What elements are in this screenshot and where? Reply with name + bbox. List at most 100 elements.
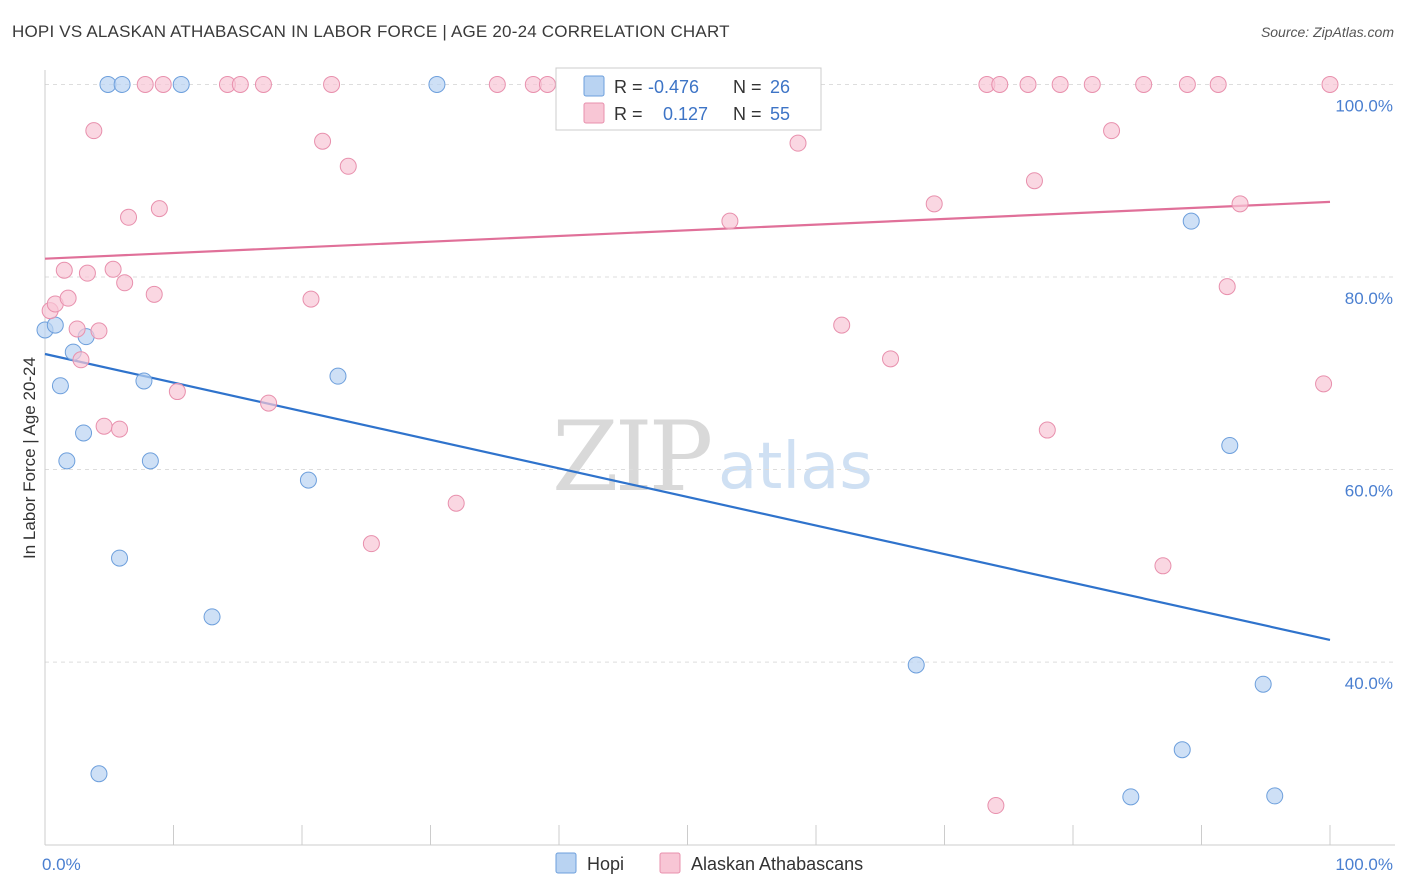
gridlines xyxy=(45,83,1395,663)
bottom-legend-label-hopi: Hopi xyxy=(587,854,624,874)
point-alaskan xyxy=(339,157,357,175)
legend-swatch-hopi xyxy=(583,75,605,97)
point-alaskan xyxy=(154,75,172,93)
point-hopi xyxy=(111,549,129,567)
point-alaskan xyxy=(1083,75,1101,93)
point-alaskan xyxy=(991,75,1009,93)
point-hopi xyxy=(141,452,159,470)
bottom-legend-label-alaskan: Alaskan Athabascans xyxy=(691,854,863,874)
point-alaskan xyxy=(1218,278,1236,296)
point-alaskan xyxy=(1209,75,1227,93)
point-alaskan xyxy=(231,75,249,93)
point-hopi xyxy=(51,377,69,395)
point-hopi xyxy=(75,424,93,442)
point-alaskan xyxy=(1231,195,1249,213)
x-tick-label: 100.0% xyxy=(1335,855,1393,874)
point-alaskan xyxy=(882,350,900,368)
data-points xyxy=(36,75,1339,815)
legend-n-label-hopi: N = xyxy=(733,77,762,97)
point-alaskan xyxy=(116,274,134,292)
point-hopi xyxy=(99,75,117,93)
point-hopi xyxy=(1182,212,1200,230)
point-hopi xyxy=(428,75,446,93)
y-tick-label: 80.0% xyxy=(1345,289,1393,308)
legend-r-value-alaskan: 0.127 xyxy=(663,104,708,124)
point-hopi xyxy=(329,367,347,385)
point-hopi xyxy=(1173,741,1191,759)
y-tick-label: 100.0% xyxy=(1335,96,1393,115)
point-alaskan xyxy=(72,351,90,369)
point-hopi xyxy=(907,656,925,674)
point-alaskan xyxy=(721,212,739,230)
legend-r-label-alaskan: R = xyxy=(614,104,643,124)
point-hopi xyxy=(1221,436,1239,454)
point-alaskan xyxy=(260,394,278,412)
point-hopi xyxy=(58,452,76,470)
point-hopi xyxy=(203,608,221,626)
point-alaskan xyxy=(538,75,556,93)
point-hopi xyxy=(90,765,108,783)
y-tick-label: 60.0% xyxy=(1345,482,1393,501)
point-alaskan xyxy=(85,122,103,140)
point-alaskan xyxy=(1019,75,1037,93)
legend-r-label-hopi: R = xyxy=(614,77,643,97)
point-alaskan xyxy=(1135,75,1153,93)
legend-n-value-hopi: 26 xyxy=(770,77,790,97)
legend-n-value-alaskan: 55 xyxy=(770,104,790,124)
point-alaskan xyxy=(90,322,108,340)
point-alaskan xyxy=(314,132,332,150)
point-alaskan xyxy=(925,195,943,213)
point-hopi xyxy=(172,75,190,93)
bottom-legend-swatch-alaskan xyxy=(659,852,681,874)
legend-n-label-alaskan: N = xyxy=(733,104,762,124)
watermark-atlas: atlas xyxy=(718,430,873,504)
tick-labels: 40.0% 60.0% 80.0% 100.0% 0.0% 100.0% xyxy=(42,96,1393,874)
point-hopi xyxy=(46,316,64,334)
point-alaskan xyxy=(524,75,542,93)
point-alaskan xyxy=(55,261,73,279)
watermark: ZIP atlas xyxy=(552,401,873,513)
point-alaskan xyxy=(104,260,122,278)
point-alaskan xyxy=(145,285,163,303)
point-alaskan xyxy=(302,290,320,308)
point-alaskan xyxy=(1025,172,1043,190)
point-alaskan xyxy=(254,75,272,93)
point-alaskan xyxy=(789,134,807,152)
point-alaskan xyxy=(120,208,138,226)
bottom-legend-swatch-hopi xyxy=(555,852,577,874)
point-alaskan xyxy=(987,797,1005,815)
point-alaskan xyxy=(59,289,77,307)
legend-r-value-hopi: -0.476 xyxy=(648,77,699,97)
point-hopi xyxy=(299,471,317,489)
point-alaskan xyxy=(1321,75,1339,93)
source-label: Source: ZipAtlas.com xyxy=(1260,24,1394,40)
legend-swatch-alaskan xyxy=(583,102,605,124)
point-hopi xyxy=(135,372,153,390)
point-hopi xyxy=(113,75,131,93)
point-alaskan xyxy=(323,75,341,93)
point-alaskan xyxy=(1051,75,1069,93)
point-alaskan xyxy=(150,200,168,218)
point-hopi xyxy=(1122,788,1140,806)
bottom-legend: Hopi Alaskan Athabascans xyxy=(555,852,863,874)
point-alaskan xyxy=(1178,75,1196,93)
point-alaskan xyxy=(1103,122,1121,140)
point-alaskan xyxy=(78,264,96,282)
trend-lines xyxy=(44,200,1331,642)
point-alaskan xyxy=(95,417,113,435)
point-alaskan xyxy=(68,320,86,338)
point-alaskan xyxy=(362,535,380,553)
point-hopi xyxy=(1266,787,1284,805)
point-alaskan xyxy=(833,316,851,334)
point-alaskan xyxy=(488,75,506,93)
point-alaskan xyxy=(1315,375,1333,393)
point-alaskan xyxy=(1154,557,1172,575)
point-alaskan xyxy=(168,383,186,401)
point-alaskan xyxy=(136,75,154,93)
x-tick-label: 0.0% xyxy=(42,855,81,874)
chart-title: HOPI VS ALASKAN ATHABASCAN IN LABOR FORC… xyxy=(12,22,730,41)
trend-line-alaskan xyxy=(44,200,1331,260)
y-axis-label: In Labor Force | Age 20-24 xyxy=(20,357,39,559)
axes xyxy=(44,70,1395,846)
